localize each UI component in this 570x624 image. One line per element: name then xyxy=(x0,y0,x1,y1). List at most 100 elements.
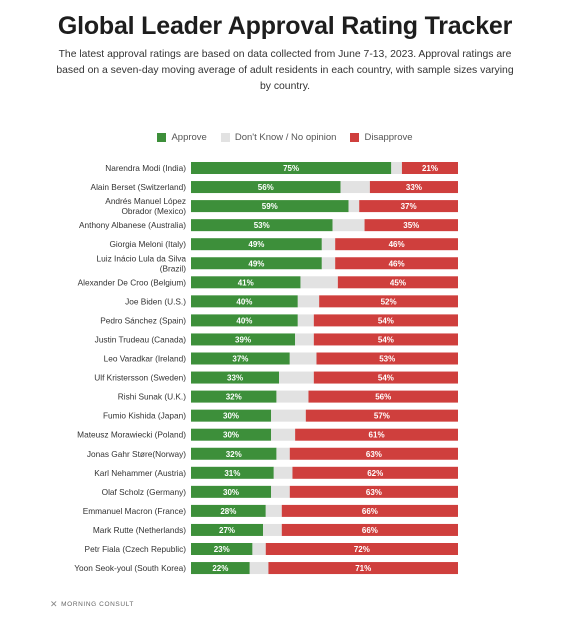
data-label-disapprove: 46% xyxy=(389,240,405,249)
data-label-approve: 32% xyxy=(226,393,242,402)
bar-segment-disapprove xyxy=(313,371,458,384)
bar-segment-approve xyxy=(191,219,333,232)
bar-segment-neutral xyxy=(276,390,309,403)
bar-segment-approve xyxy=(191,428,272,441)
data-label-approve: 27% xyxy=(219,526,235,535)
category-label: Justin Trudeau (Canada) xyxy=(95,334,187,344)
data-label-disapprove: 71% xyxy=(355,564,371,573)
bar-segment-disapprove xyxy=(359,200,458,213)
bar-segment-approve xyxy=(191,504,266,517)
bar-segment-disapprove xyxy=(313,314,458,327)
bar-segment-neutral xyxy=(348,200,360,213)
bar-segment-disapprove xyxy=(289,485,458,498)
category-label: Olaf Scholz (Germany) xyxy=(102,487,187,497)
bar-segment-approve xyxy=(191,181,341,194)
category-label: Petr Fiala (Czech Republic) xyxy=(85,544,187,554)
source-credit: ✕ MORNING CONSULT xyxy=(50,599,134,610)
chart-subtitle: The latest approval ratings are based on… xyxy=(56,49,514,92)
data-label-disapprove: 53% xyxy=(379,355,395,364)
category-label: Rishi Sunak (U.K.) xyxy=(118,392,186,402)
category-label: Giorgia Meloni (Italy) xyxy=(109,239,186,249)
bar-segment-neutral xyxy=(295,333,314,346)
data-label-disapprove: 37% xyxy=(401,202,417,211)
data-label-disapprove: 54% xyxy=(378,374,394,383)
bar-segment-disapprove xyxy=(313,333,458,346)
bar-segment-approve xyxy=(191,333,296,346)
legend-item-disapprove: Disapprove xyxy=(350,132,413,143)
bar-segment-disapprove xyxy=(335,257,458,270)
data-label-approve: 22% xyxy=(212,564,228,573)
bar-segment-approve xyxy=(191,523,264,536)
category-label: Yoon Seok-youl (South Korea) xyxy=(74,563,186,573)
bar-segment-approve xyxy=(191,409,272,422)
legend-label-approve: Approve xyxy=(171,132,207,143)
category-label: Andrés Manuel López Obrador (Mexico) xyxy=(105,196,186,216)
data-label-approve: 75% xyxy=(283,164,299,173)
bar-segment-neutral xyxy=(276,447,290,460)
data-label-disapprove: 66% xyxy=(362,526,378,535)
bar-segment-neutral xyxy=(271,428,296,441)
data-label-approve: 37% xyxy=(232,355,248,364)
category-label: Joe Biden (U.S.) xyxy=(125,296,186,306)
data-label-disapprove: 45% xyxy=(390,278,406,287)
chart-title: Global Leader Approval Rating Tracker xyxy=(57,12,513,40)
bar-segment-approve xyxy=(191,390,277,403)
data-label-disapprove: 33% xyxy=(406,183,422,192)
bar-segment-disapprove xyxy=(316,352,458,365)
data-label-approve: 33% xyxy=(227,374,243,383)
category-label: Narendra Modi (India) xyxy=(105,163,186,173)
bar-segment-approve xyxy=(191,562,250,575)
bar-segment-approve xyxy=(191,352,290,365)
data-label-approve: 30% xyxy=(223,488,239,497)
data-label-disapprove: 72% xyxy=(354,545,370,554)
bar-segment-approve xyxy=(191,447,277,460)
bar-segment-neutral xyxy=(271,485,290,498)
bar-segment-approve xyxy=(191,238,322,251)
bar-segment-approve xyxy=(191,485,272,498)
legend-swatch-disapprove xyxy=(350,133,360,142)
data-label-disapprove: 52% xyxy=(381,297,397,306)
legend-swatch-neutral xyxy=(220,133,230,142)
category-label: Mark Rutte (Netherlands) xyxy=(93,525,186,535)
source-label: MORNING CONSULT xyxy=(61,601,134,608)
category-label: Mateusz Morawiecki (Poland) xyxy=(77,430,186,440)
data-label-approve: 59% xyxy=(262,202,278,211)
bar-segment-neutral xyxy=(249,562,269,575)
bar-segment-neutral xyxy=(321,238,336,251)
bar-segment-approve xyxy=(191,314,298,327)
category-label: Jonas Gahr Støre(Norway) xyxy=(87,449,186,459)
data-label-approve: 53% xyxy=(254,221,270,230)
data-label-approve: 40% xyxy=(236,316,252,325)
data-label-disapprove: 54% xyxy=(378,335,394,344)
bar-segment-neutral xyxy=(300,276,338,289)
category-label: Luiz Inácio Lula da Silva (Brazil) xyxy=(97,253,187,273)
data-label-approve: 32% xyxy=(226,450,242,459)
bar-segment-neutral xyxy=(289,352,317,365)
data-label-disapprove: 56% xyxy=(375,393,391,402)
bar-segment-disapprove xyxy=(295,428,458,441)
data-label-approve: 41% xyxy=(238,278,254,287)
data-label-approve: 28% xyxy=(220,507,236,516)
bar-segment-approve xyxy=(191,200,349,213)
bar-segment-neutral xyxy=(340,181,370,194)
data-label-disapprove: 63% xyxy=(366,488,382,497)
bar-segment-disapprove xyxy=(289,447,458,460)
bar-segment-neutral xyxy=(265,504,282,517)
bar-segment-disapprove xyxy=(292,466,458,479)
data-label-disapprove: 54% xyxy=(378,316,394,325)
bar-segment-approve xyxy=(191,543,253,555)
bar-segment-disapprove xyxy=(308,390,458,403)
bar-segment-disapprove xyxy=(401,162,458,174)
bar-segment-neutral xyxy=(332,219,365,232)
legend-swatch-approve xyxy=(157,133,167,142)
data-label-approve: 40% xyxy=(236,297,252,306)
bar-segment-disapprove xyxy=(337,276,458,289)
data-label-approve: 30% xyxy=(223,412,239,421)
legend: Approve Don't Know / No opinion Disappro… xyxy=(0,132,570,143)
bar-segment-disapprove xyxy=(268,562,458,575)
data-label-disapprove: 46% xyxy=(389,259,405,268)
data-label-approve: 49% xyxy=(248,240,264,249)
data-label-disapprove: 57% xyxy=(374,412,390,421)
bar-segment-approve xyxy=(191,371,280,384)
